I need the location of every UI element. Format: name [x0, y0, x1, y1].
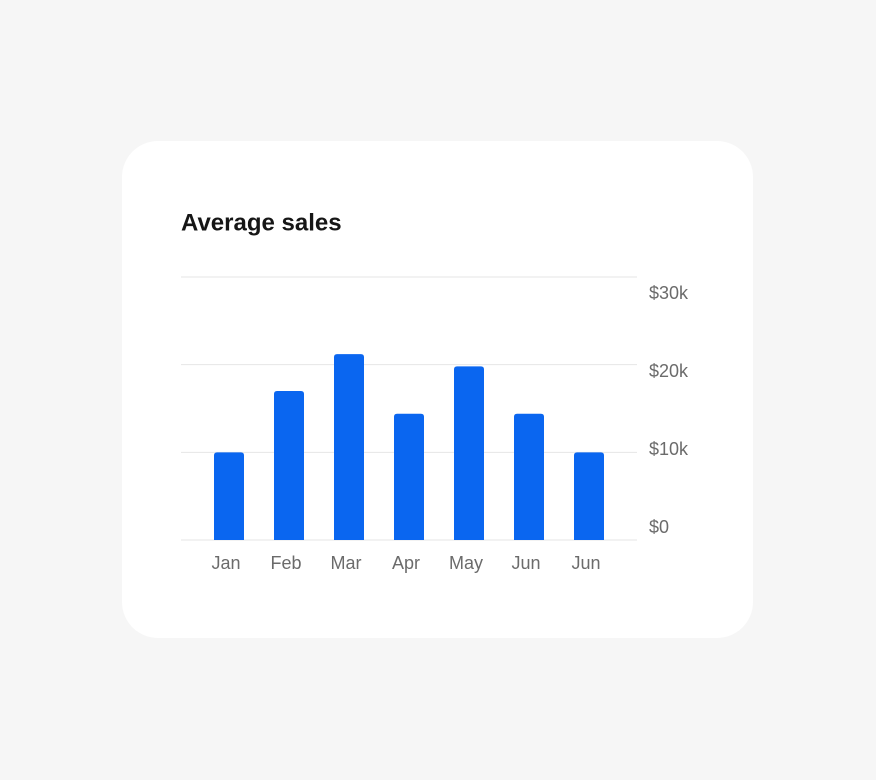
bar [514, 413, 544, 540]
bar [334, 354, 364, 540]
bar [394, 413, 424, 540]
y-tick-label: $30k [649, 283, 689, 303]
x-tick-label: Jun [571, 553, 600, 573]
y-tick-label: $20k [649, 361, 689, 381]
x-tick-label: Apr [392, 553, 420, 573]
x-tick-label: May [449, 553, 483, 573]
x-tick-label: Feb [270, 553, 301, 573]
x-tick-label: Jan [211, 553, 240, 573]
y-tick-label: $10k [649, 439, 689, 459]
bar [274, 390, 304, 540]
x-tick-label: Mar [331, 553, 362, 573]
x-tick-label: Jun [511, 553, 540, 573]
bar [454, 366, 484, 540]
bar [214, 452, 244, 540]
chart-title: Average sales [181, 209, 342, 236]
bar [574, 452, 604, 540]
y-tick-label: $0 [649, 517, 669, 537]
